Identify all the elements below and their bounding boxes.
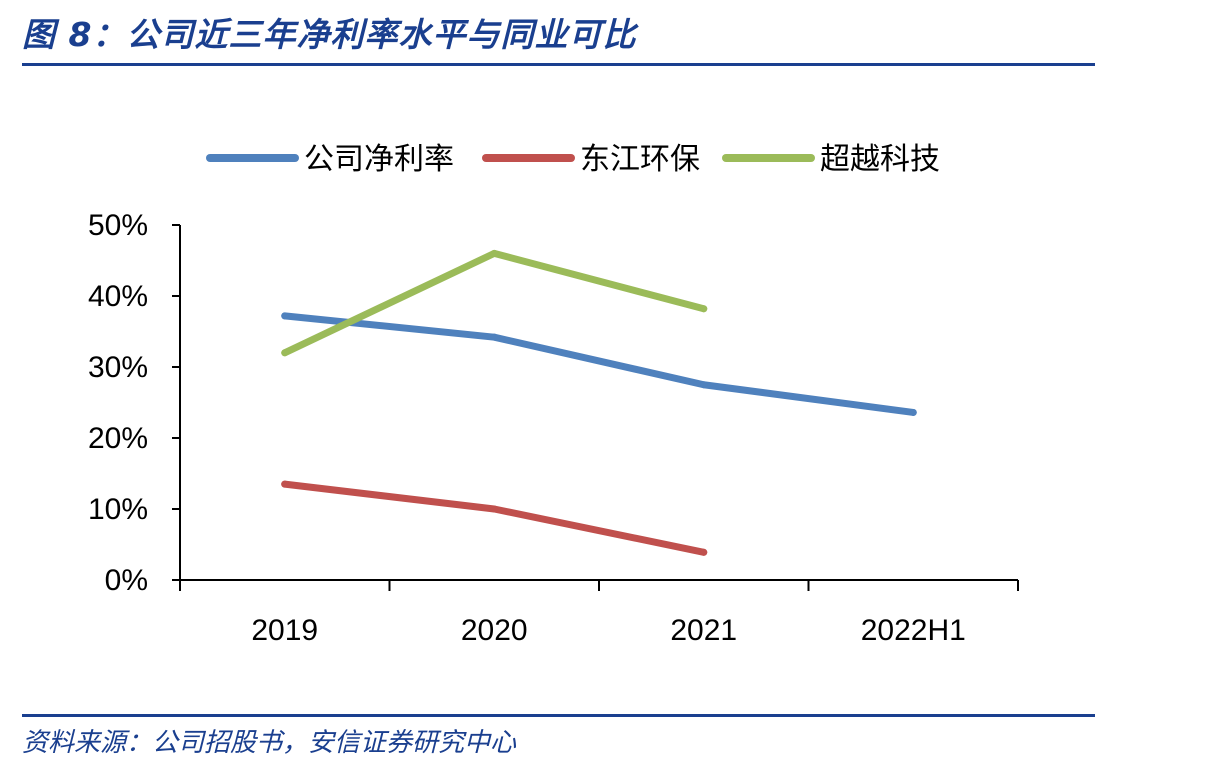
data-point: [490, 333, 498, 341]
x-tick-label: 2021: [670, 614, 737, 647]
source-note: 资料来源：公司招股书，安信证券研究中心: [22, 728, 517, 758]
series-2: [281, 480, 708, 556]
legend-label: 超越科技: [820, 143, 940, 176]
y-tick-label: 10%: [88, 493, 148, 526]
y-tick-label: 0%: [105, 564, 148, 597]
y-tick-label: 20%: [88, 422, 148, 455]
data-point: [700, 381, 708, 389]
y-tick-label: 50%: [88, 209, 148, 242]
data-point: [281, 480, 289, 488]
y-tick-label: 30%: [88, 351, 148, 384]
data-point: [490, 505, 498, 513]
series-1: [281, 312, 917, 416]
legend-label: 东江环保: [580, 143, 700, 176]
title-divider: [22, 63, 1095, 66]
axes: [179, 225, 1018, 581]
legend-item: 超越科技: [722, 143, 940, 176]
chart-legend: 公司净利率 东江环保 超越科技: [206, 143, 940, 176]
data-point: [490, 249, 498, 257]
figure-title: 图 8：公司近三年净利率水平与同业可比: [22, 15, 637, 54]
x-tick-label: 2020: [461, 614, 528, 647]
y-tick-label: 40%: [88, 280, 148, 313]
series-layer: [281, 249, 917, 556]
x-axis-ticks: 2019 2020 2021 2022H1: [179, 580, 1019, 647]
x-tick-label: 2019: [251, 614, 318, 647]
legend-item: 东江环保: [482, 143, 700, 176]
y-axis-ticks: 0% 10% 20% 30% 40% 50%: [88, 209, 180, 597]
data-point: [700, 548, 708, 556]
legend-item: 公司净利率: [206, 143, 454, 176]
data-point: [281, 312, 289, 320]
series-3: [281, 249, 708, 357]
series-line: [281, 312, 917, 416]
source-divider: [22, 714, 1095, 717]
data-point: [909, 408, 917, 416]
x-tick-label: 2022H1: [861, 614, 966, 647]
data-point: [281, 349, 289, 357]
data-point: [700, 305, 708, 313]
legend-label: 公司净利率: [304, 143, 454, 176]
series-line: [281, 480, 708, 556]
